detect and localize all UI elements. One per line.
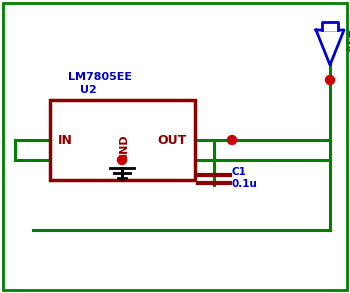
Text: LM7805EE: LM7805EE	[68, 72, 132, 82]
Polygon shape	[316, 30, 344, 65]
Text: U2: U2	[80, 85, 97, 95]
Text: OUT: OUT	[158, 134, 187, 146]
Circle shape	[118, 156, 126, 164]
Bar	[50, 100, 195, 180]
Circle shape	[228, 135, 237, 144]
Text: IN: IN	[58, 134, 73, 146]
Circle shape	[326, 76, 335, 84]
Text: C1
0.1u: C1 0.1u	[232, 167, 258, 189]
Text: GND: GND	[119, 134, 129, 162]
Polygon shape	[322, 22, 338, 30]
Text: +5V: +5V	[342, 30, 350, 54]
